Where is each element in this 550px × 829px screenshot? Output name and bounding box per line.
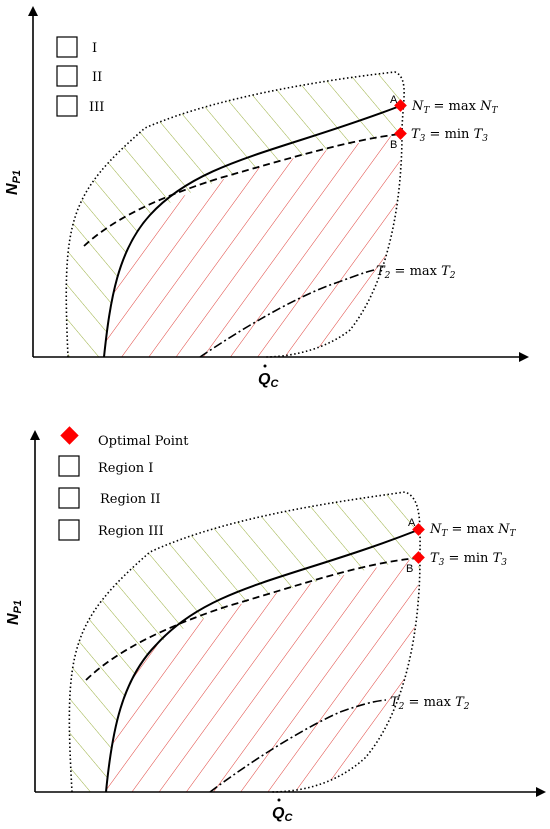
legend-label-region-iii: Region III	[98, 524, 164, 539]
legend-swatch-i	[56, 36, 78, 58]
nt-curve	[105, 529, 419, 793]
legend-swatch-iii	[56, 95, 78, 117]
optimal-point-b	[394, 127, 407, 140]
legend-swatch-region-iii	[58, 519, 80, 541]
panel-bottom: A B NT = max NT T3 = min T3 T2 = max T2 …	[5, 426, 546, 824]
region-i-hatch	[106, 558, 419, 792]
x-axis-dot	[263, 364, 267, 368]
t3-annotation: T3 = min T3	[411, 127, 488, 144]
legend-label-region-i: Region I	[98, 461, 153, 476]
legend-swatch-region-ii	[58, 487, 80, 509]
y-axis-label: NP1	[4, 170, 23, 195]
t2-annotation: T2 = max T2	[390, 695, 470, 712]
legend-label-iii: III	[89, 100, 104, 115]
legend-swatch-ii	[56, 65, 78, 87]
t2-curve	[209, 699, 387, 793]
legend-top: I II III	[56, 36, 104, 117]
x-axis-dot	[277, 798, 281, 802]
feasible-boundary	[65, 71, 405, 358]
point-b-label: B	[390, 139, 397, 151]
legend-bottom: Optimal Point Region I Region II Region …	[58, 426, 189, 541]
x-axis-label: QC	[272, 805, 293, 824]
legend-swatch-region-i	[58, 455, 80, 477]
nt-annotation: NT = max NT	[411, 99, 498, 116]
legend-label-i: I	[92, 41, 97, 56]
t3-annotation: T3 = min T3	[430, 551, 507, 568]
t2-annotation: T2 = max T2	[376, 264, 456, 281]
nt-annotation: NT = max NT	[429, 522, 516, 539]
t2-curve	[199, 269, 375, 358]
region-i-hatch	[104, 134, 401, 357]
y-axis-label: NP1	[5, 600, 24, 625]
legend-label-ii: II	[92, 70, 102, 85]
t3-curve	[83, 133, 401, 247]
x-axis-label: QC	[258, 371, 279, 390]
point-b-label: B	[406, 563, 413, 575]
optimal-point-a	[394, 99, 407, 112]
feasible-boundary	[68, 491, 421, 793]
nt-curve	[103, 105, 401, 358]
legend-label-region-ii: Region II	[100, 492, 161, 507]
legend-label-optimal: Optimal Point	[98, 434, 189, 449]
point-a-label: A	[390, 94, 398, 106]
point-a-label: A	[408, 517, 416, 529]
legend-optimal-marker	[60, 426, 79, 445]
panel-top: A B NT = max NT T3 = min T3 T2 = max T2 …	[4, 6, 529, 390]
